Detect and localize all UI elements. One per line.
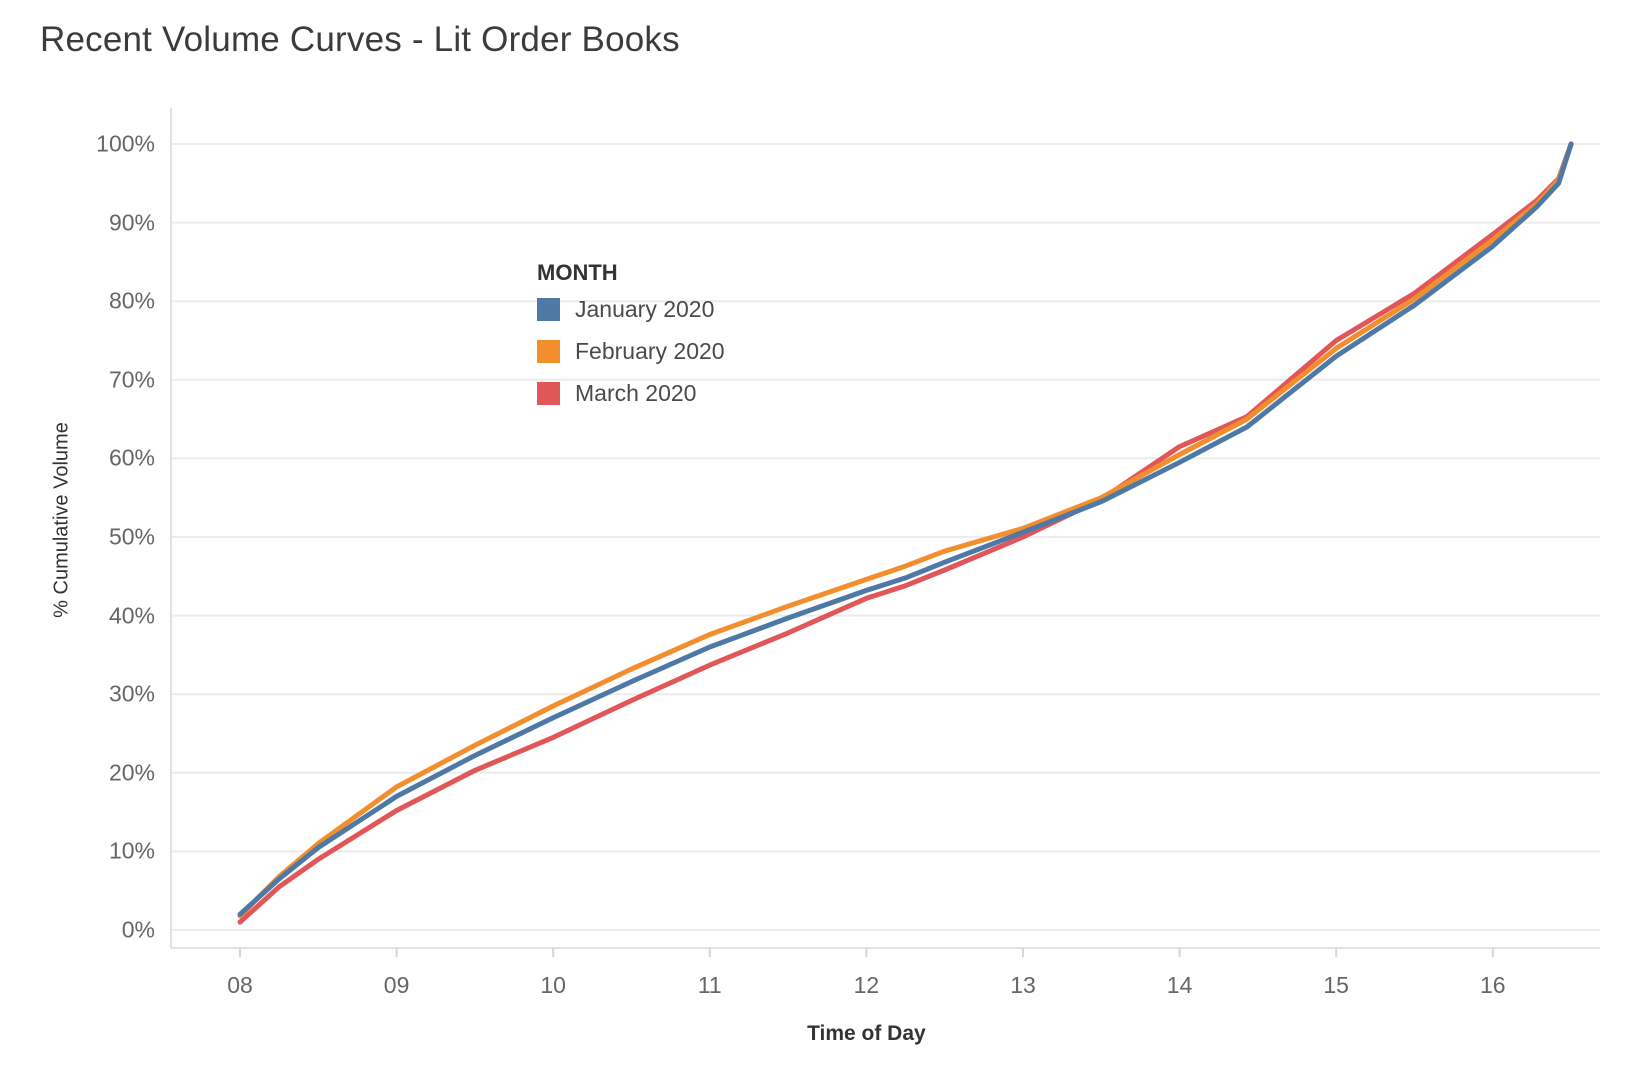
- y-tick-label: 40%: [108, 602, 155, 629]
- legend-label: March 2020: [575, 380, 697, 406]
- y-tick-label: 80%: [108, 287, 155, 314]
- y-tick-label: 30%: [108, 680, 155, 707]
- y-tick-label: 100%: [96, 130, 155, 157]
- chart-title: Recent Volume Curves - Lit Order Books: [40, 20, 680, 59]
- legend-swatch: [537, 382, 560, 405]
- series-line-march-2020[interactable]: [237, 141, 1574, 925]
- legend-label: February 2020: [575, 338, 725, 364]
- x-tick-label: 13: [1010, 972, 1036, 998]
- y-tick-label: 10%: [108, 837, 155, 864]
- x-tick-label: 10: [540, 972, 566, 998]
- x-axis-title: Time of Day: [807, 1022, 926, 1045]
- x-tick-label: 11: [697, 972, 722, 998]
- series-line-february-2020[interactable]: [237, 141, 1574, 919]
- x-tick-label: 14: [1166, 972, 1193, 998]
- y-tick-label: 20%: [108, 759, 155, 786]
- legend-item-february-2020[interactable]: February 2020: [537, 338, 725, 365]
- legend-items: January 2020 February 2020 March 2020: [537, 296, 725, 407]
- y-tick-label: 70%: [108, 366, 155, 393]
- x-tick-label: 08: [227, 972, 253, 998]
- x-tick-label: 15: [1323, 972, 1349, 998]
- y-tick-label: 50%: [108, 523, 155, 550]
- y-tick-label: 90%: [108, 209, 155, 236]
- x-tick-label: 12: [853, 972, 880, 998]
- legend-item-january-2020[interactable]: January 2020: [537, 296, 725, 323]
- legend-label: January 2020: [575, 296, 715, 322]
- y-axis-title: % Cumulative Volume: [50, 422, 73, 618]
- legend: MONTH January 2020 February 2020 March 202…: [537, 260, 725, 422]
- legend-title: MONTH: [537, 260, 618, 285]
- x-tick-label: 16: [1480, 972, 1506, 998]
- series-line-january-2020[interactable]: [237, 141, 1574, 917]
- y-tick-label: 60%: [108, 444, 155, 471]
- legend-swatch: [537, 340, 560, 363]
- x-tick-label: 09: [383, 972, 410, 998]
- legend-swatch: [537, 298, 560, 321]
- y-tick-label: 0%: [121, 916, 155, 943]
- legend-item-march-2020[interactable]: March 2020: [537, 380, 725, 407]
